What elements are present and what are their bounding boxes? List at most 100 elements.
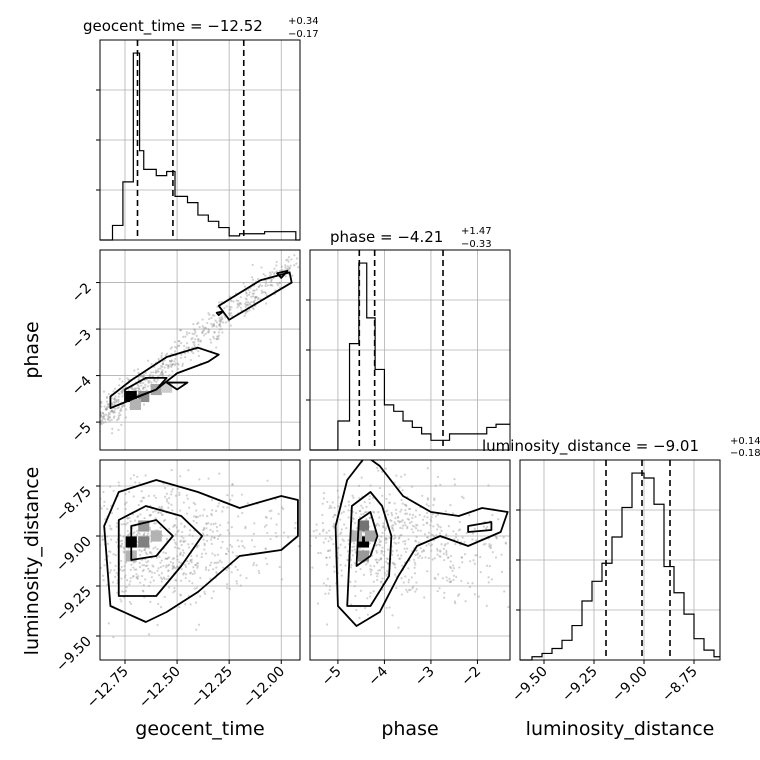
joint-geocent_time-luminosity_distance-scatter-point	[94, 506, 96, 508]
joint-geocent_time-luminosity_distance-scatter-point	[109, 569, 113, 572]
ylabel-luminosity-distance: luminosity_distance	[21, 467, 43, 656]
joint-geocent_time-phase-scatter-point	[211, 314, 214, 317]
ytick-label-luminosity_distance: −9.50	[53, 634, 95, 676]
joint-geocent_time-phase-scatter-point	[94, 425, 96, 427]
joint-geocent_time-luminosity_distance-scatter-point	[162, 576, 166, 579]
joint-phase-luminosity_distance-scatter-point	[351, 549, 354, 552]
joint-geocent_time-luminosity_distance-scatter-point	[150, 552, 153, 555]
joint-geocent_time-luminosity_distance-scatter-point	[162, 519, 165, 523]
joint-geocent_time-luminosity_distance-scatter-point	[164, 551, 168, 555]
joint-geocent_time-luminosity_distance-scatter-point	[157, 511, 160, 515]
joint-phase-luminosity_distance-scatter-point	[372, 510, 375, 513]
joint-geocent_time-phase-scatter-point	[100, 405, 103, 408]
joint-geocent_time-luminosity_distance-scatter-point	[135, 577, 138, 580]
xtick-label-phase: −3	[412, 664, 438, 690]
joint-phase-luminosity_distance-scatter-point	[418, 513, 421, 517]
joint-phase-luminosity_distance-scatter-point	[329, 504, 332, 507]
joint-phase-luminosity_distance-scatter-point	[440, 529, 443, 532]
joint-phase-luminosity_distance-scatter-point	[381, 577, 384, 580]
joint-geocent_time-phase-contour	[276, 270, 289, 279]
joint-phase-luminosity_distance-scatter-point	[401, 502, 404, 505]
joint-phase-luminosity_distance-scatter-point	[352, 496, 355, 499]
joint-phase-luminosity_distance-scatter-point	[358, 484, 361, 487]
marginal-phase-grid	[310, 250, 510, 450]
joint-geocent_time-luminosity_distance-scatter-point	[244, 525, 247, 528]
joint-phase-luminosity_distance-scatter-point	[392, 562, 395, 565]
joint-geocent_time-luminosity_distance-scatter-point	[203, 508, 206, 511]
joint-phase-luminosity_distance-scatter-point	[387, 501, 391, 504]
joint-phase-luminosity_distance-scatter-point	[489, 546, 492, 550]
joint-geocent_time-phase-scatter-point	[218, 324, 221, 327]
joint-geocent_time-luminosity_distance-scatter-point	[264, 557, 267, 560]
joint-geocent_time-luminosity_distance-scatter-point	[173, 524, 176, 527]
joint-geocent_time-luminosity_distance-scatter-point	[253, 545, 256, 548]
xtick-label-phase: −2	[458, 664, 484, 690]
joint-geocent_time-luminosity_distance-scatter-point	[104, 518, 107, 521]
joint-geocent_time-luminosity_distance-scatter-point	[188, 579, 191, 583]
joint-geocent_time-phase-scatter-point	[140, 375, 143, 378]
joint-geocent_time-phase-scatter-point	[212, 335, 215, 338]
joint-geocent_time-luminosity_distance-scatter-point	[218, 524, 222, 527]
joint-geocent_time-phase-scatter-point	[107, 393, 111, 396]
joint-phase-luminosity_distance-scatter-point	[401, 564, 404, 567]
joint-geocent_time-phase-scatter-point	[185, 331, 189, 334]
joint-geocent_time-phase-scatter-point	[208, 313, 211, 317]
joint-geocent_time-phase-scatter-point	[193, 341, 196, 344]
joint-geocent_time-phase-scatter-point	[161, 372, 165, 376]
joint-geocent_time-luminosity_distance-scatter-point	[277, 512, 280, 515]
joint-phase-luminosity_distance-scatter-point	[378, 486, 382, 490]
joint-geocent_time-phase-scatter-point	[120, 390, 123, 393]
joint-geocent_time-phase-scatter-point	[219, 318, 222, 321]
joint-geocent_time-luminosity_distance-scatter-point	[196, 565, 199, 568]
joint-geocent_time-luminosity_distance-scatter-point	[174, 524, 177, 527]
joint-phase-luminosity_distance-scatter-point	[381, 550, 384, 553]
xlabel-luminosity-distance: luminosity_distance	[526, 718, 715, 740]
joint-geocent_time-phase-scatter-point	[131, 388, 135, 391]
joint-phase-luminosity_distance-scatter-point	[368, 501, 371, 505]
joint-phase-luminosity_distance-scatter-point	[381, 531, 384, 535]
joint-phase-luminosity_distance-scatter-point	[421, 556, 424, 560]
joint-geocent_time-phase-scatter-point	[173, 360, 176, 363]
joint-phase-luminosity_distance-scatter-point	[472, 559, 475, 562]
joint-geocent_time-phase-scatter-point	[178, 344, 181, 347]
joint-geocent_time-phase-scatter-point	[168, 360, 172, 363]
joint-geocent_time-luminosity_distance-scatter-point	[174, 578, 177, 582]
joint-geocent_time-luminosity_distance-scatter-point	[154, 509, 157, 513]
joint-phase-luminosity_distance-scatter-point	[353, 548, 357, 551]
joint-geocent_time-phase-scatter-point	[224, 316, 227, 319]
joint-geocent_time-phase-scatter-point	[199, 340, 202, 343]
joint-geocent_time-phase-scatter-point	[91, 423, 93, 425]
joint-geocent_time-luminosity_distance-scatter-point	[149, 528, 152, 531]
joint-geocent_time-luminosity_distance-scatter-point	[205, 527, 208, 530]
joint-geocent_time-phase-scatter-point	[217, 334, 220, 337]
joint-geocent_time-phase-scatter-point	[175, 346, 178, 349]
joint-geocent_time-luminosity_distance-scatter-point	[160, 505, 164, 508]
title-geocent-time-main: geocent_time = −12.52	[83, 17, 263, 36]
joint-geocent_time-phase-scatter-point	[260, 291, 264, 295]
joint-geocent_time-luminosity_distance-scatter-point	[192, 501, 195, 504]
joint-geocent_time-luminosity_distance-scatter-point	[133, 531, 136, 534]
joint-geocent_time-phase-scatter-point	[118, 412, 121, 415]
joint-geocent_time-luminosity_distance-scatter-point	[157, 602, 160, 606]
joint-geocent_time-luminosity_distance-scatter-point	[126, 579, 129, 582]
joint-geocent_time-luminosity_distance-scatter-point	[179, 509, 182, 512]
marginal-geocent_time-frame	[99, 39, 301, 241]
joint-geocent_time-phase-scatter-point	[210, 322, 213, 326]
joint-geocent_time-phase-scatter-point	[118, 384, 121, 387]
joint-phase-luminosity_distance-scatter-point	[390, 553, 394, 557]
joint-geocent_time-luminosity_distance-scatter-point	[237, 515, 240, 518]
joint-geocent_time-luminosity_distance-scatter-point	[317, 518, 319, 520]
joint-phase-luminosity_distance-scatter-point	[340, 569, 343, 572]
joint-geocent_time-luminosity_distance-scatter-point	[110, 528, 113, 531]
joint-geocent_time-phase-scatter-point	[105, 406, 108, 409]
joint-phase-luminosity_distance-scatter-point	[495, 537, 498, 540]
joint-geocent_time-luminosity_distance-scatter-point	[225, 552, 228, 556]
joint-phase-luminosity_distance-scatter-point	[371, 496, 375, 500]
joint-phase-luminosity_distance-scatter-point	[329, 549, 332, 552]
joint-geocent_time-phase-scatter-point	[217, 337, 220, 341]
joint-phase-luminosity_distance-scatter-point	[368, 550, 371, 553]
joint-phase-luminosity_distance-scatter-point	[376, 575, 379, 578]
joint-geocent_time-luminosity_distance-scatter-point	[128, 600, 131, 604]
joint-phase-luminosity_distance-scatter-point	[409, 507, 412, 511]
joint-geocent_time-phase-scatter-point	[156, 378, 159, 381]
